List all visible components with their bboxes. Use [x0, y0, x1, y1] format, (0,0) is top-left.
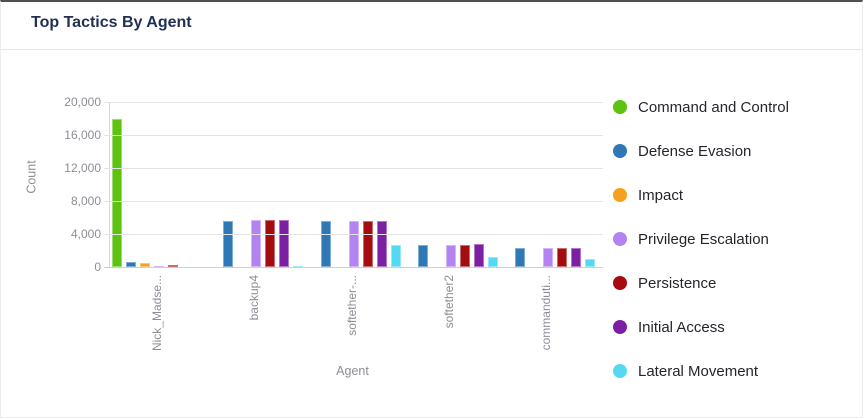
gridline [104, 201, 603, 202]
legend-item-defense-evasion[interactable]: Defense Evasion [613, 136, 789, 166]
x-tick-label-softether: softether-... [344, 275, 359, 336]
bar-persistence-nick-madse[interactable] [167, 265, 178, 267]
bar-defense-evasion-commanduti[interactable] [515, 247, 526, 267]
y-tick-label: 4,000 [70, 227, 101, 241]
bar-lateral-movement-commanduti[interactable] [585, 258, 596, 267]
bar-impact-nick-madse[interactable] [139, 263, 150, 267]
legend-color-dot [613, 364, 627, 378]
bar-command-and-control-nick-madse[interactable] [111, 119, 122, 267]
gridline [104, 234, 603, 235]
y-tick-label: 20,000 [64, 95, 101, 109]
plot-area [104, 102, 603, 268]
bar-initial-access-softether2[interactable] [473, 244, 484, 267]
gridline [104, 168, 603, 169]
y-tick-label: 12,000 [64, 161, 101, 175]
bar-group-commanduti [500, 102, 597, 267]
legend-color-dot [613, 276, 627, 290]
x-tick-label-commanduti: commanduti... [539, 275, 554, 351]
legend-label: Privilege Escalation [638, 230, 769, 248]
bar-group-nick-madse [110, 102, 207, 267]
bar-initial-access-softether[interactable] [376, 221, 387, 267]
bar-group-softether2 [402, 102, 499, 267]
legend-label: Initial Access [638, 318, 725, 336]
bar-privilege-escalation-softether[interactable] [348, 221, 359, 267]
y-tick-label: 16,000 [64, 128, 101, 142]
bar-persistence-commanduti[interactable] [557, 247, 568, 267]
x-tick-label-backup4: backup4 [247, 275, 262, 321]
legend-color-dot [613, 188, 627, 202]
legend-label: Defense Evasion [638, 142, 752, 160]
legend-color-dot [613, 144, 627, 158]
y-tick-label: 0 [94, 260, 101, 274]
chart-legend: Command and Control Defense Evasion Impact… [613, 92, 789, 400]
legend-label: Impact [638, 186, 684, 204]
legend-item-persistence[interactable]: Persistence [613, 268, 789, 298]
x-tick-label-softether2: softether2 [441, 275, 456, 329]
bar-defense-evasion-nick-madse[interactable] [125, 261, 136, 267]
legend-label: Persistence [638, 274, 717, 292]
bar-privilege-escalation-commanduti[interactable] [543, 248, 554, 267]
bar-lateral-movement-softether[interactable] [390, 245, 401, 267]
x-tick-label-nick-madse: Nick_Madse... [149, 275, 164, 352]
page-title: Top Tactics By Agent [31, 14, 192, 31]
x-axis-title: Agent [336, 364, 369, 378]
legend-color-dot [613, 100, 627, 114]
bar-lateral-movement-backup4[interactable] [293, 265, 304, 267]
legend-label: Lateral Movement [638, 362, 759, 380]
legend-item-lateral-movement[interactable]: Lateral Movement [613, 356, 789, 386]
bar-persistence-softether2[interactable] [459, 245, 470, 267]
bar-defense-evasion-backup4[interactable] [223, 220, 234, 267]
gridline [104, 267, 603, 268]
bar-group-softether [305, 102, 402, 267]
bar-initial-access-commanduti[interactable] [571, 247, 582, 267]
bar-privilege-escalation-backup4[interactable] [251, 220, 262, 267]
bar-persistence-backup4[interactable] [265, 220, 276, 267]
bar-lateral-movement-softether2[interactable] [487, 256, 498, 267]
bar-group-backup4 [207, 102, 304, 267]
legend-label: Command and Control [638, 98, 789, 116]
bar-privilege-escalation-nick-madse[interactable] [153, 265, 164, 267]
legend-color-dot [613, 232, 627, 246]
gridline [104, 102, 603, 103]
legend-item-privilege-escalation[interactable]: Privilege Escalation [613, 224, 789, 254]
header-divider [1, 49, 862, 50]
legend-item-impact[interactable]: Impact [613, 180, 789, 210]
bar-persistence-softether[interactable] [362, 221, 373, 267]
y-tick-label: 8,000 [70, 194, 101, 208]
gridline [104, 135, 603, 136]
bar-defense-evasion-softether2[interactable] [417, 245, 428, 267]
legend-item-initial-access[interactable]: Initial Access [613, 312, 789, 342]
bar-groups [110, 102, 597, 267]
bar-defense-evasion-softether[interactable] [320, 220, 331, 267]
legend-item-command-and-control[interactable]: Command and Control [613, 92, 789, 122]
legend-color-dot [613, 320, 627, 334]
bar-initial-access-backup4[interactable] [279, 220, 290, 267]
bar-privilege-escalation-softether2[interactable] [445, 245, 456, 267]
